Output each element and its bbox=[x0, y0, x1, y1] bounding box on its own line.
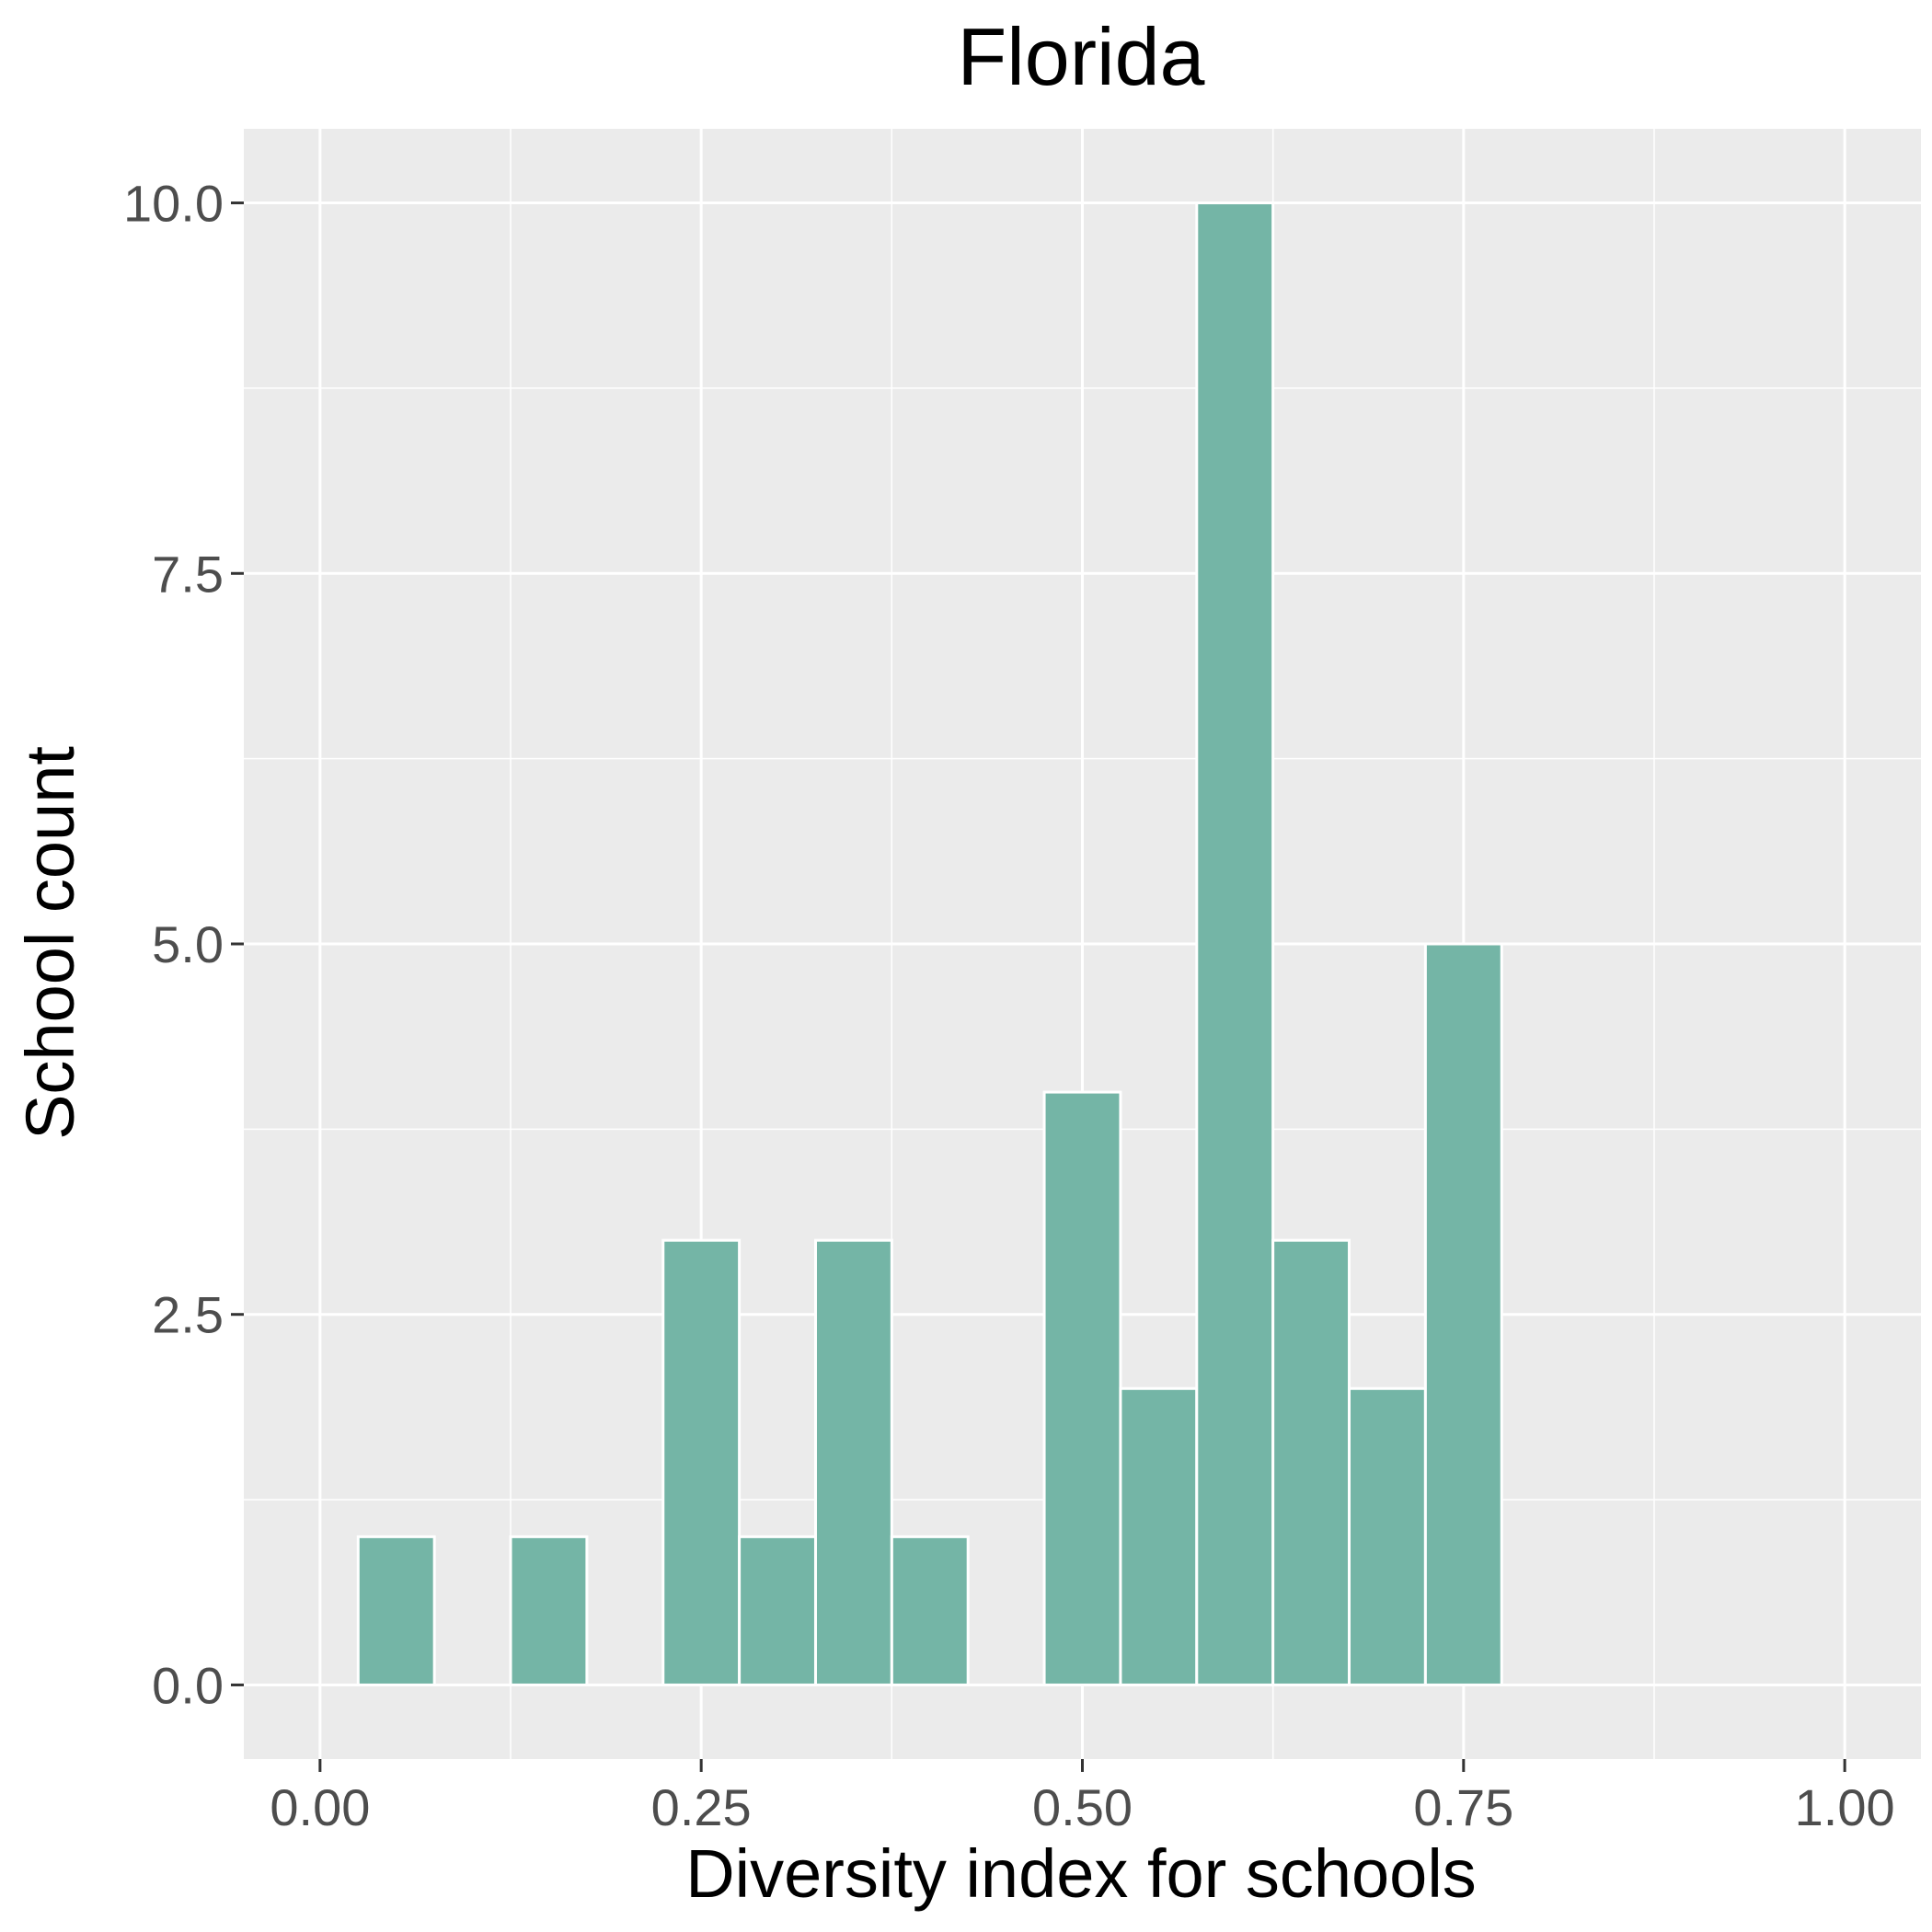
y-tick-label: 5.0 bbox=[152, 915, 224, 973]
y-tick-label: 0.0 bbox=[152, 1656, 224, 1714]
y-tick-label: 2.5 bbox=[152, 1286, 224, 1344]
y-axis-ticks: 0.0 2.5 5.0 7.5 10.0 bbox=[123, 175, 244, 1714]
x-tick-label: 0.50 bbox=[1032, 1778, 1133, 1836]
x-tick-label: 0.75 bbox=[1413, 1778, 1513, 1836]
histogram-bar bbox=[509, 1535, 589, 1686]
histogram-bar bbox=[356, 1535, 436, 1686]
y-tick-label: 10.0 bbox=[123, 175, 224, 233]
y-axis-title: School count bbox=[12, 746, 88, 1140]
histogram-bar bbox=[1042, 1090, 1122, 1686]
histogram-bar bbox=[661, 1238, 742, 1686]
x-tick-label: 0.00 bbox=[270, 1778, 370, 1836]
histogram-bar bbox=[813, 1238, 893, 1686]
histogram-bar bbox=[1423, 942, 1503, 1686]
y-tick-label: 7.5 bbox=[152, 545, 224, 603]
histogram-bar bbox=[1195, 201, 1275, 1686]
histogram-bar bbox=[1119, 1386, 1199, 1686]
histogram-bar bbox=[890, 1535, 970, 1686]
x-tick-label: 0.25 bbox=[651, 1778, 752, 1836]
histogram-bars bbox=[356, 201, 1503, 1686]
histogram-bar bbox=[1348, 1386, 1427, 1686]
histogram-bar bbox=[738, 1535, 817, 1686]
chart-title: Florida bbox=[958, 11, 1205, 102]
x-axis-ticks: 0.00 0.25 0.50 0.75 1.00 bbox=[270, 1759, 1895, 1836]
x-tick-label: 1.00 bbox=[1795, 1778, 1895, 1836]
x-axis-title: Diversity index for schools bbox=[685, 1835, 1477, 1912]
histogram-bar bbox=[1271, 1238, 1351, 1686]
